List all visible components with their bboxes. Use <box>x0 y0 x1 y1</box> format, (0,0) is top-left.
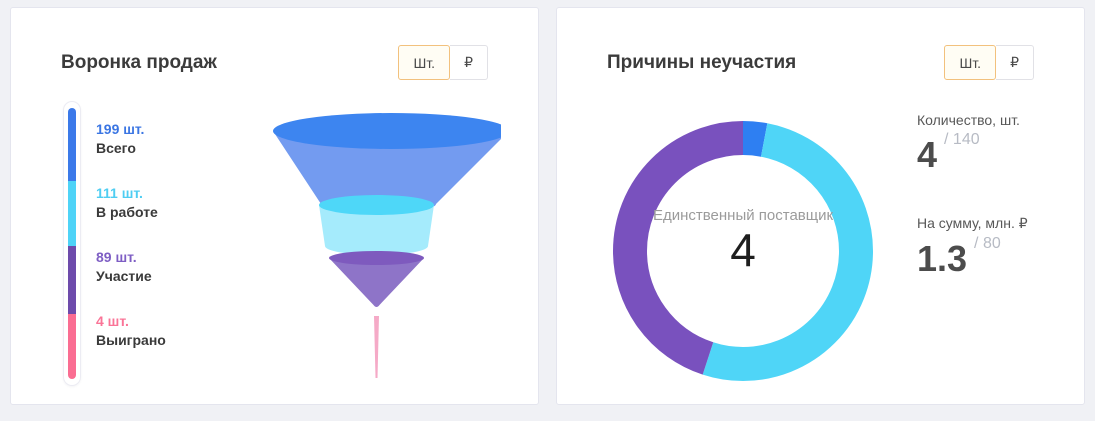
legend-value: 4 шт. <box>96 313 129 329</box>
stat-sum-value: 1.3 <box>917 238 968 279</box>
reasons-card: Причины неучастия Шт. ₽ Единственный пос… <box>556 7 1085 405</box>
stat-count-total: / 140 <box>944 131 980 148</box>
legend-value: 89 шт. <box>96 249 137 265</box>
funnel-stage-total-top <box>273 113 501 149</box>
donut-segment-purple[interactable] <box>613 121 873 381</box>
stat-sum-row: 1.3 / 80 <box>917 235 1077 279</box>
funnel-chart[interactable] <box>241 103 501 393</box>
legend-value: 199 шт. <box>96 121 145 137</box>
funnel-stage-inwork-top <box>319 195 434 215</box>
legend-value: 111 шт. <box>96 185 143 201</box>
legend-item-total: 199 шт. Всего <box>96 120 166 158</box>
donut-segment-cyan[interactable] <box>613 121 873 381</box>
funnel-legend: 199 шт. Всего 111 шт. В работе 89 шт. Уч… <box>96 120 166 376</box>
funnel-toggle-rubles-button[interactable]: ₽ <box>450 45 488 80</box>
funnel-stage-total-body <box>273 131 501 213</box>
legend-item-won: 4 шт. Выиграно <box>96 312 166 350</box>
funnel-stage-gauge-bar <box>68 108 76 379</box>
funnel-stage-gauge <box>63 101 81 386</box>
gauge-segment-total <box>68 108 76 182</box>
stat-count: Количество, шт. 4 / 140 <box>917 112 1077 174</box>
stat-sum-total: / 80 <box>974 235 1001 252</box>
stat-count-row: 4 / 140 <box>917 131 1077 175</box>
funnel-unit-toggle: Шт. ₽ <box>398 45 488 80</box>
funnel-stage-participation-body <box>329 258 424 307</box>
legend-item-inwork: 111 шт. В работе <box>96 184 166 222</box>
legend-label: Всего <box>96 140 136 156</box>
donut-chart[interactable] <box>613 121 873 381</box>
sales-funnel-title: Воронка продаж <box>61 52 217 73</box>
legend-item-participation: 89 шт. Участие <box>96 248 166 286</box>
gauge-segment-part <box>68 246 76 314</box>
reasons-title: Причины неучастия <box>607 52 797 73</box>
funnel-toggle-units-button[interactable]: Шт. <box>398 45 451 80</box>
reasons-stats: Количество, шт. 4 / 140 На сумму, млн. ₽ … <box>917 112 1077 278</box>
funnel-stage-inwork-body <box>319 205 434 255</box>
stat-count-value: 4 <box>917 134 938 175</box>
legend-label: Участие <box>96 268 152 284</box>
legend-label: Выиграно <box>96 332 166 348</box>
stat-count-label: Количество, шт. <box>917 112 1020 128</box>
stat-sum-label: На сумму, млн. ₽ <box>917 215 1028 231</box>
reasons-toggle-units-button[interactable]: Шт. <box>944 45 997 80</box>
reasons-toggle-rubles-button[interactable]: ₽ <box>996 45 1034 80</box>
gauge-segment-inwork <box>68 181 76 247</box>
sales-funnel-card: Воронка продаж Шт. ₽ 199 шт. Всего 111 ш… <box>10 7 539 405</box>
legend-label: В работе <box>96 204 158 220</box>
reasons-unit-toggle: Шт. ₽ <box>944 45 1034 80</box>
funnel-stage-won-body <box>374 316 379 378</box>
gauge-segment-won <box>68 313 76 379</box>
stat-sum: На сумму, млн. ₽ 1.3 / 80 <box>917 215 1077 278</box>
funnel-stage-participation-top <box>329 251 424 265</box>
